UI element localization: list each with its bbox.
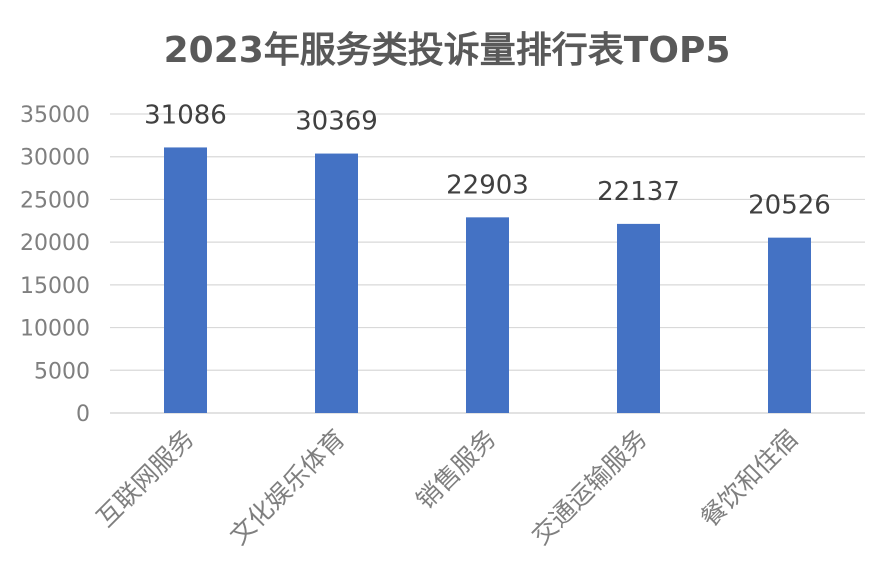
data-label: 22137 [597,177,680,207]
y-tick-label: 10000 [20,317,90,342]
x-tick-label: 餐饮和住宿 [695,424,804,533]
data-label: 30369 [295,107,378,137]
x-tick-label: 互联网服务 [91,424,200,533]
bar [164,147,207,413]
y-tick-label: 15000 [20,274,90,299]
y-tick-label: 5000 [34,359,90,384]
bar [466,217,509,413]
y-tick-label: 35000 [20,103,90,128]
x-tick-label: 交通运输服务 [526,424,653,551]
data-label: 22903 [446,170,529,200]
data-label: 20526 [748,191,831,221]
x-tick-label: 销售服务 [411,424,502,515]
y-tick-label: 30000 [20,146,90,171]
x-axis-category-labels: 互联网服务 文化娱乐体育 销售服务 交通运输服务 餐饮和住宿 [91,424,804,551]
bars [164,147,811,414]
y-tick-label: 20000 [20,231,90,256]
data-label: 31086 [144,100,227,130]
y-axis-tick-labels: 0 5000 10000 15000 20000 25000 30000 35000 [20,103,90,427]
bar [315,153,358,414]
data-labels: 31086 30369 22903 22137 20526 [144,100,831,220]
bar [617,223,660,413]
y-tick-label: 0 [76,402,90,427]
bar [768,237,811,413]
y-tick-label: 25000 [20,188,90,213]
x-tick-label: 文化娱乐体育 [224,424,351,551]
chart-title: 2023年服务类投诉量排行表TOP5 [164,30,731,71]
